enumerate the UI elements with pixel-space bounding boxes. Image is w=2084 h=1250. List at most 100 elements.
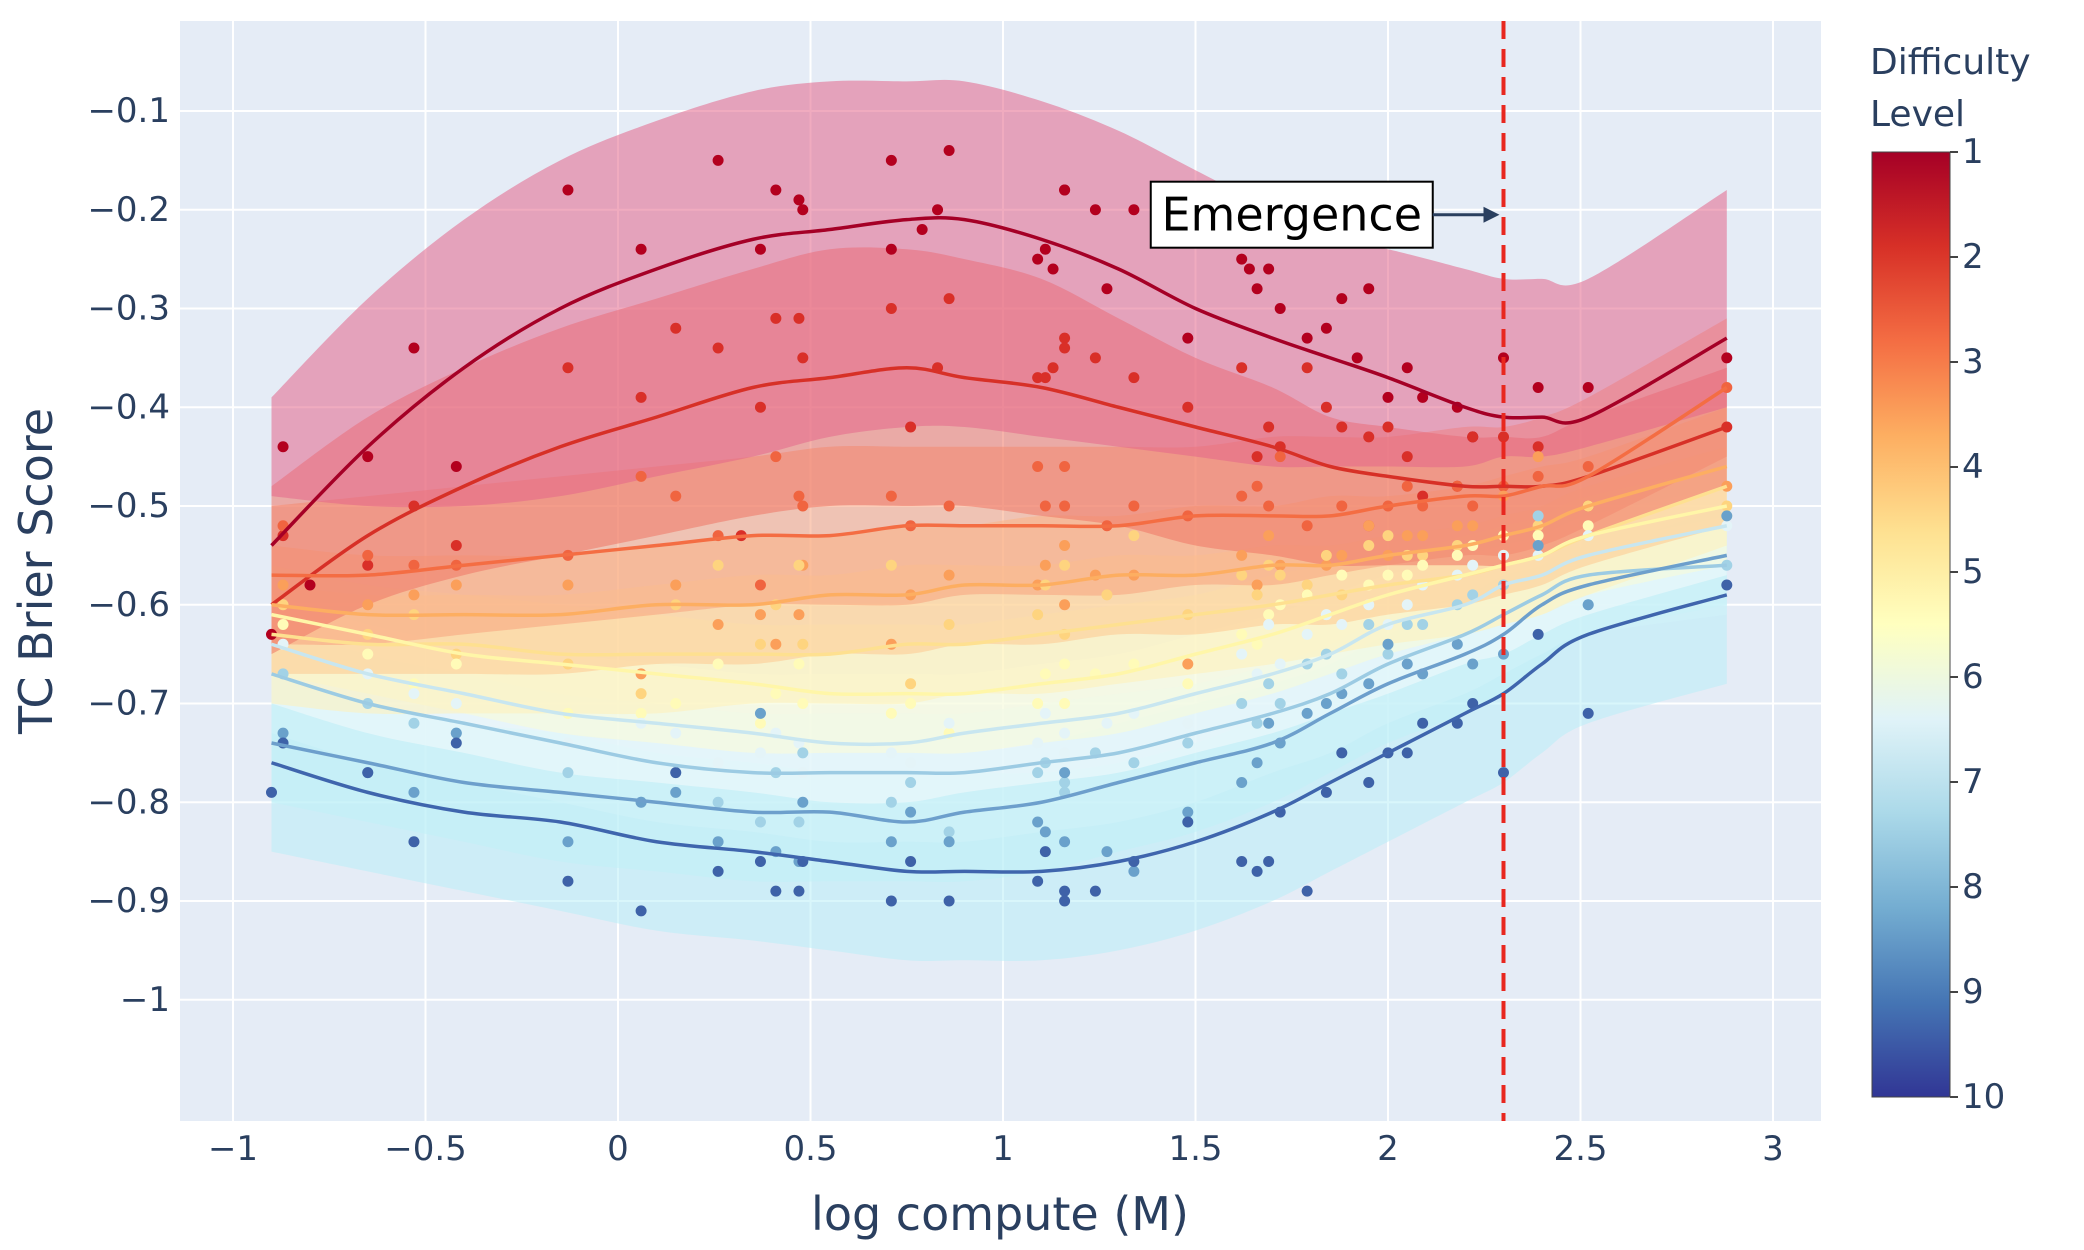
x-axis-title: log compute (M)	[811, 1187, 1189, 1241]
data-point-level-6	[1059, 698, 1071, 709]
data-point-level-6	[712, 658, 724, 670]
data-point-level-8	[1532, 510, 1544, 522]
data-point-level-2	[1128, 372, 1140, 384]
data-point-level-1	[1101, 283, 1113, 295]
data-point-level-6	[1039, 668, 1051, 680]
data-point-level-2	[1301, 362, 1313, 374]
data-point-level-6	[885, 707, 897, 719]
data-point-level-8	[1274, 698, 1286, 709]
data-point-level-5	[1101, 589, 1113, 601]
data-point-level-10	[562, 875, 574, 887]
data-point-level-3	[1059, 500, 1071, 512]
data-point-level-7	[670, 727, 682, 739]
data-point-level-7	[408, 688, 420, 700]
data-point-level-4	[793, 609, 805, 621]
data-point-level-9	[1582, 599, 1594, 611]
data-point-level-3	[885, 490, 897, 502]
data-point-level-1	[1274, 303, 1286, 314]
data-point-level-8	[1251, 717, 1263, 729]
data-point-level-10	[1401, 747, 1413, 759]
data-point-level-8	[943, 826, 955, 838]
data-point-level-6	[1263, 609, 1275, 621]
data-point-level-3	[1582, 461, 1594, 472]
data-point-level-10	[885, 895, 897, 907]
data-point-level-5	[1274, 569, 1286, 581]
y-tick-label: −0.9	[87, 881, 170, 921]
data-point-level-2	[362, 559, 374, 571]
annotation-box	[1149, 180, 1434, 249]
colorbar-tick-label: 3	[1962, 342, 1984, 382]
data-point-level-8	[1401, 619, 1413, 630]
data-point-level-1	[1363, 283, 1375, 295]
data-point-level-8	[1467, 589, 1479, 601]
data-point-level-4	[670, 579, 682, 591]
data-point-level-3	[1039, 500, 1051, 512]
y-tick-label: −1	[120, 980, 170, 1020]
data-point-level-7	[943, 717, 955, 729]
data-point-level-7	[712, 757, 724, 769]
data-point-level-6	[754, 717, 766, 729]
colorbar-tick-label: 6	[1962, 657, 1984, 697]
data-point-level-1	[1243, 263, 1255, 275]
data-point-level-1	[1182, 332, 1194, 344]
data-point-level-1	[1417, 391, 1429, 403]
data-point-level-9	[943, 836, 955, 848]
annotation-text: Emergence	[1161, 188, 1422, 242]
data-point-level-4	[1532, 451, 1544, 463]
data-point-level-3	[793, 490, 805, 502]
data-point-level-1	[1401, 362, 1413, 374]
data-point-level-3	[754, 579, 766, 591]
data-point-level-6	[1251, 638, 1263, 650]
data-point-level-1	[1059, 184, 1071, 196]
data-point-level-9	[277, 727, 289, 739]
data-point-level-1	[1382, 391, 1394, 403]
data-point-level-6	[1059, 658, 1071, 670]
data-point-level-6	[635, 707, 647, 719]
data-point-level-4	[1401, 530, 1413, 542]
data-point-level-1	[1047, 263, 1059, 275]
data-point-level-4	[1182, 658, 1194, 670]
data-point-level-2	[1532, 441, 1544, 453]
data-point-level-8	[1263, 678, 1275, 690]
data-point-level-1	[277, 441, 289, 453]
data-point-level-8	[1363, 619, 1375, 630]
data-point-level-4	[1336, 549, 1348, 561]
data-point-level-4	[1039, 559, 1051, 571]
data-point-level-10	[1059, 885, 1071, 897]
data-point-level-1	[562, 184, 574, 196]
data-point-level-4	[754, 609, 766, 621]
data-point-level-6	[450, 658, 462, 670]
y-axis-ticks: −0.1 −0.2 −0.3 −0.4 −0.5 −0.6 −0.7 −0.8 −0.9 −1	[87, 91, 170, 1020]
data-point-level-10	[362, 767, 374, 779]
data-point-level-1	[1721, 352, 1733, 364]
data-point-level-9	[1401, 658, 1413, 670]
annotation-arrowhead	[1483, 206, 1500, 223]
x-tick-label: 0.5	[783, 1129, 837, 1169]
data-point-level-10	[754, 856, 766, 867]
x-tick-label: 2	[1377, 1129, 1399, 1169]
data-point-level-2	[905, 421, 917, 433]
data-point-level-9	[712, 836, 724, 848]
data-point-level-2	[770, 312, 782, 324]
data-point-level-4	[450, 579, 462, 591]
data-point-level-7	[1059, 727, 1071, 739]
data-point-level-9	[1532, 540, 1544, 551]
data-point-level-6	[905, 698, 917, 709]
data-point-level-9	[885, 836, 897, 848]
data-point-level-3	[1401, 480, 1413, 492]
data-point-level-2	[562, 362, 574, 374]
data-point-level-5	[1128, 530, 1140, 542]
data-point-level-6	[770, 688, 782, 700]
data-point-level-4	[1236, 549, 1248, 561]
colorbar-title-line1: Difficulty	[1870, 42, 2031, 83]
data-point-level-10	[1236, 856, 1248, 867]
data-point-level-3	[1336, 500, 1348, 512]
data-point-level-9	[1059, 767, 1071, 779]
data-point-level-4	[408, 589, 420, 601]
data-point-level-10	[1320, 786, 1332, 798]
colorbar: Difficulty Level 1 2 3 4 5 6 7 8 9 10	[1870, 42, 2031, 1117]
data-point-level-6	[670, 698, 682, 709]
data-point-level-3	[408, 559, 420, 571]
data-point-level-1	[1301, 332, 1313, 344]
data-point-level-9	[1467, 658, 1479, 670]
